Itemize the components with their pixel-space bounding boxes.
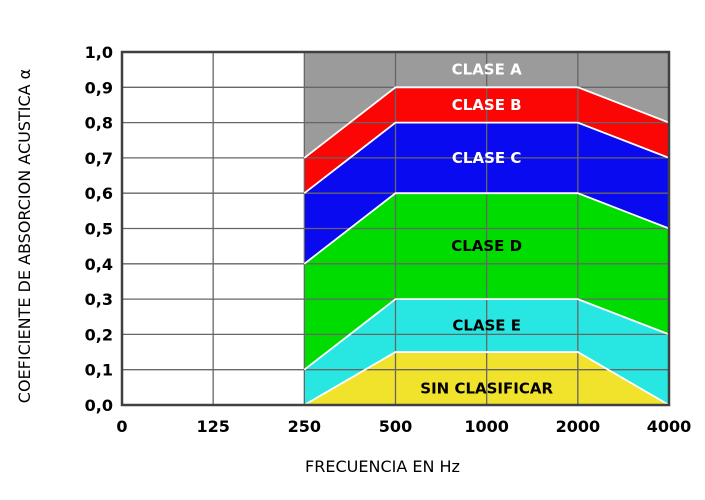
y-axis-ticks: 1,0 0,9 0,8 0,7 0,6 0,5 0,4 0,3 0,2 0,1 0,0: [85, 43, 113, 415]
x-tick-label: 4000: [647, 417, 692, 436]
class-boundary-line: [303, 121, 670, 194]
band-label-clase-c: CLASE C: [452, 149, 521, 167]
y-tick-label: 0,9: [85, 78, 113, 97]
band-label-clase-a: CLASE A: [452, 61, 522, 79]
band-labels: CLASE A CLASE B CLASE C CLASE D CLASE E SIN C…: [420, 61, 553, 398]
y-tick-label: 1,0: [85, 43, 113, 62]
class-boundary-line: [303, 192, 670, 265]
class-boundary-line: [303, 86, 670, 159]
class-boundary-line: [303, 351, 670, 406]
y-tick-label: 0,1: [85, 361, 113, 380]
x-tick-label: 250: [288, 417, 321, 436]
y-tick-label: 0,3: [85, 290, 113, 309]
y-tick-label: 0,0: [85, 396, 113, 415]
y-tick-label: 0,5: [85, 220, 113, 239]
x-tick-label: 500: [379, 417, 412, 436]
class-boundary-line: [303, 298, 670, 371]
band-label-clase-d: CLASE D: [451, 237, 522, 255]
y-tick-label: 0,7: [85, 149, 113, 168]
chart-boundary-lines: [303, 86, 670, 406]
plot-border: [120, 50, 671, 407]
x-tick-label: 125: [196, 417, 229, 436]
y-tick-label: 0,6: [85, 184, 113, 203]
band-label-clase-e: CLASE E: [452, 317, 521, 335]
y-axis-title: COEFICIENTE DE ABSORCION ACUSTICA α: [15, 69, 34, 403]
x-tick-label: 1000: [464, 417, 509, 436]
band-label-sin-clasificar: SIN CLASIFICAR: [420, 380, 553, 398]
x-axis-title: FRECUENCIA EN Hz: [305, 457, 460, 476]
x-tick-label: 0: [116, 417, 127, 436]
band-label-clase-b: CLASE B: [452, 96, 522, 114]
x-axis-ticks: 0 125 250 500 1000 2000 4000: [116, 417, 691, 436]
y-tick-label: 0,8: [85, 114, 113, 133]
x-tick-label: 2000: [556, 417, 601, 436]
y-tick-label: 0,2: [85, 325, 113, 344]
y-tick-label: 0,4: [85, 255, 113, 274]
